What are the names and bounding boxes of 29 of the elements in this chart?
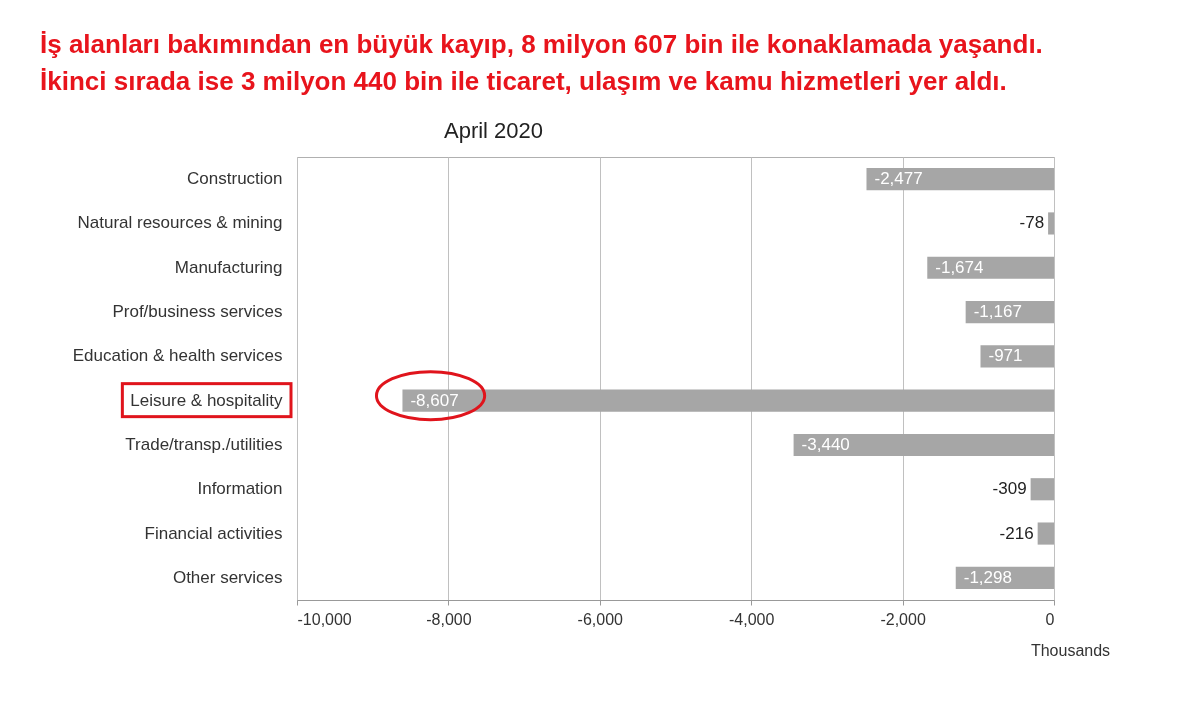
y-tick-label: Prof/business services bbox=[112, 302, 283, 322]
data-label: -8,607 bbox=[410, 390, 459, 410]
chart-title: İş alanları bakımından en büyük kayıp, 8 milyon 607 bin ile konaklamada yaşandı. İkinci sırada ise 3 milyon 440 bin ile ticaret, ulaşım ve kamu hizmetleri yer aldı. bbox=[40, 28, 1043, 98]
x-tick-label: 0 bbox=[1045, 610, 1055, 628]
data-label: -309 bbox=[992, 479, 1027, 499]
data-label: -3,440 bbox=[801, 434, 850, 454]
y-tick-label: Information bbox=[197, 479, 283, 499]
y-tick-label: Trade/transp./utilities bbox=[125, 434, 283, 454]
data-label: -1,298 bbox=[963, 567, 1012, 587]
y-tick-label: Natural resources & mining bbox=[77, 213, 283, 233]
data-label: -2,477 bbox=[874, 169, 923, 189]
data-label: -1,167 bbox=[973, 302, 1022, 322]
data-label: -971 bbox=[988, 346, 1023, 366]
y-tick-label: Financial activities bbox=[144, 523, 283, 543]
x-tick-label: -10,000 bbox=[297, 610, 352, 628]
x-tick-label: -8,000 bbox=[426, 610, 472, 628]
y-tick-label: Other services bbox=[172, 567, 283, 587]
y-tick-label: Construction bbox=[187, 169, 283, 189]
x-axis-title: Thousands bbox=[1030, 641, 1111, 659]
x-tick-label: -2,000 bbox=[880, 610, 926, 628]
data-label: -78 bbox=[1019, 213, 1045, 233]
data-label: -1,674 bbox=[935, 257, 984, 277]
data-label: -216 bbox=[999, 523, 1034, 543]
chart-subtitle: April 2020 bbox=[444, 118, 544, 143]
y-tick-label: Manufacturing bbox=[174, 257, 283, 277]
x-tick-label: -6,000 bbox=[577, 610, 624, 628]
y-tick-label: Leisure & hospitality bbox=[130, 390, 283, 410]
y-tick-label: Education & health services bbox=[72, 346, 283, 366]
x-tick-label: -4,000 bbox=[729, 610, 775, 628]
